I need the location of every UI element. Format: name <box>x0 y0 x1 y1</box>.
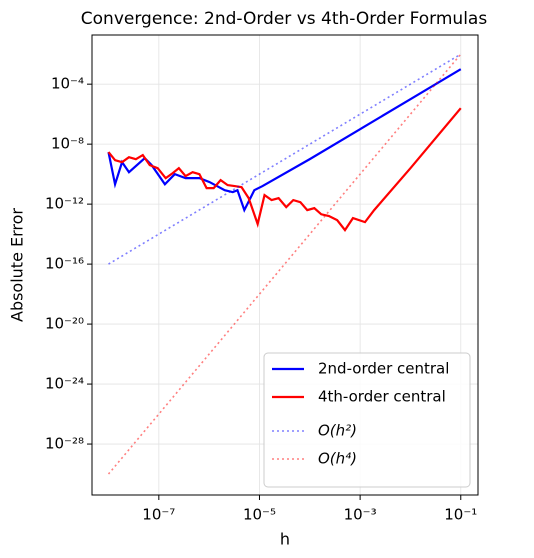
plot-lines <box>107 53 462 475</box>
series-line <box>107 53 462 475</box>
y-tick-label: 10⁻²⁰ <box>45 315 84 333</box>
series-line <box>107 68 462 213</box>
y-tick-label: 10⁻¹² <box>45 195 84 213</box>
y-tick-label: 10⁻¹⁶ <box>45 255 84 273</box>
y-axis-label: Absolute Error <box>8 208 27 322</box>
legend-label: 2nd-order central <box>318 360 449 378</box>
series-line <box>107 107 462 232</box>
series-line <box>108 53 462 265</box>
x-tick-label: 10⁻⁷ <box>142 506 175 524</box>
chart-title: Convergence: 2nd-Order vs 4th-Order Form… <box>81 9 488 29</box>
x-tick-label: 10⁻¹ <box>444 506 477 524</box>
x-tick-label: 10⁻³ <box>344 506 377 524</box>
y-tick-label: 10⁻⁴ <box>51 75 84 93</box>
legend-box <box>263 352 471 488</box>
legend-label: 4th-order central <box>318 388 446 406</box>
y-tick-label: 10⁻²⁴ <box>45 375 84 393</box>
x-axis-label: h <box>280 530 290 549</box>
plot-frame <box>91 34 479 496</box>
legend-label: O(h²) <box>318 422 357 440</box>
y-tick-label: 10⁻⁸ <box>51 135 84 153</box>
x-tick-label: 10⁻⁵ <box>243 506 276 524</box>
y-tick-label: 10⁻²⁸ <box>45 435 84 453</box>
legend-label: O(h⁴) <box>318 450 357 468</box>
